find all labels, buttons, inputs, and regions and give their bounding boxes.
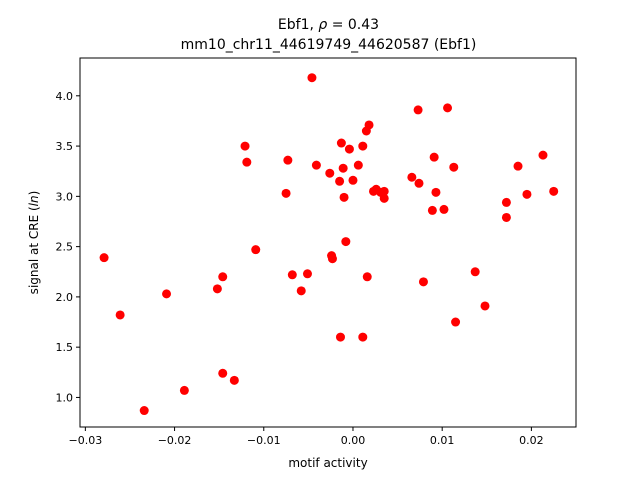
data-point (302, 269, 312, 279)
data-point (358, 141, 368, 151)
data-point (480, 301, 490, 311)
chart-title-line2: mm10_chr11_44619749_44620587 (Ebf1) (181, 37, 477, 53)
y-tick-label: 1.5 (56, 341, 74, 354)
data-point (362, 272, 372, 282)
data-point (240, 141, 250, 151)
data-point (311, 160, 321, 170)
data-point (296, 286, 306, 296)
data-point (218, 272, 228, 282)
data-point (327, 254, 337, 264)
data-point (344, 144, 354, 154)
data-point (470, 267, 480, 277)
data-point (348, 175, 358, 185)
x-tick-label: −0.03 (68, 434, 102, 447)
data-point (179, 385, 189, 395)
data-point (287, 270, 297, 280)
data-point (414, 178, 424, 188)
data-point (212, 284, 222, 294)
data-point (413, 105, 423, 115)
y-tick-label: 2.5 (56, 241, 74, 254)
plot-area (99, 73, 559, 416)
data-point (451, 317, 461, 327)
data-point (229, 375, 239, 385)
x-axis: −0.03 −0.02 −0.01 0.00 0.01 0.02 (68, 427, 544, 447)
axes-frame (79, 57, 577, 428)
data-point (99, 253, 109, 263)
data-point (549, 186, 559, 196)
data-point (251, 245, 261, 255)
data-point (443, 103, 453, 113)
y-tick-label: 3.5 (56, 140, 74, 153)
data-point (513, 161, 523, 171)
data-point (218, 368, 228, 378)
x-tick-label: 0.00 (341, 434, 366, 447)
y-tick-label: 3.0 (56, 190, 74, 203)
data-point (339, 192, 349, 202)
data-point (353, 160, 363, 170)
x-tick-label: −0.01 (247, 434, 281, 447)
y-tick-label: 4.0 (56, 90, 74, 103)
data-point (407, 172, 417, 182)
data-point (162, 289, 172, 299)
data-point (281, 188, 291, 198)
x-tick-label: 0.02 (519, 434, 544, 447)
data-point (522, 189, 532, 199)
data-point (341, 237, 351, 247)
data-point (115, 310, 125, 320)
data-point (379, 193, 389, 203)
data-point (501, 212, 511, 222)
data-point (439, 204, 449, 214)
data-point (283, 155, 293, 165)
data-point (139, 406, 149, 416)
data-point (427, 205, 437, 215)
data-point (538, 150, 548, 160)
y-tick-label: 2.0 (56, 291, 74, 304)
x-tick-label: 0.01 (430, 434, 455, 447)
data-point (501, 197, 511, 207)
data-point (335, 332, 345, 342)
data-point (335, 176, 345, 186)
data-point (242, 157, 252, 167)
data-point (325, 168, 335, 178)
data-point (336, 138, 346, 148)
chart-title-line1: Ebf1, ρ = 0.43 (278, 17, 379, 33)
data-point (364, 120, 374, 130)
y-tick-label: 1.0 (56, 391, 74, 404)
y-axis: 1.0 1.5 2.0 2.5 3.0 3.5 4.0 (56, 90, 80, 404)
data-point (379, 186, 389, 196)
data-point (449, 162, 459, 172)
y-axis-label: signal at CRE (ln) (27, 191, 41, 295)
data-point (358, 332, 368, 342)
data-point (338, 163, 348, 173)
x-axis-label: motif activity (288, 456, 367, 470)
data-point (429, 152, 439, 162)
data-point (307, 73, 317, 83)
data-point (431, 187, 441, 197)
data-point (418, 277, 428, 287)
x-tick-label: −0.02 (158, 434, 192, 447)
